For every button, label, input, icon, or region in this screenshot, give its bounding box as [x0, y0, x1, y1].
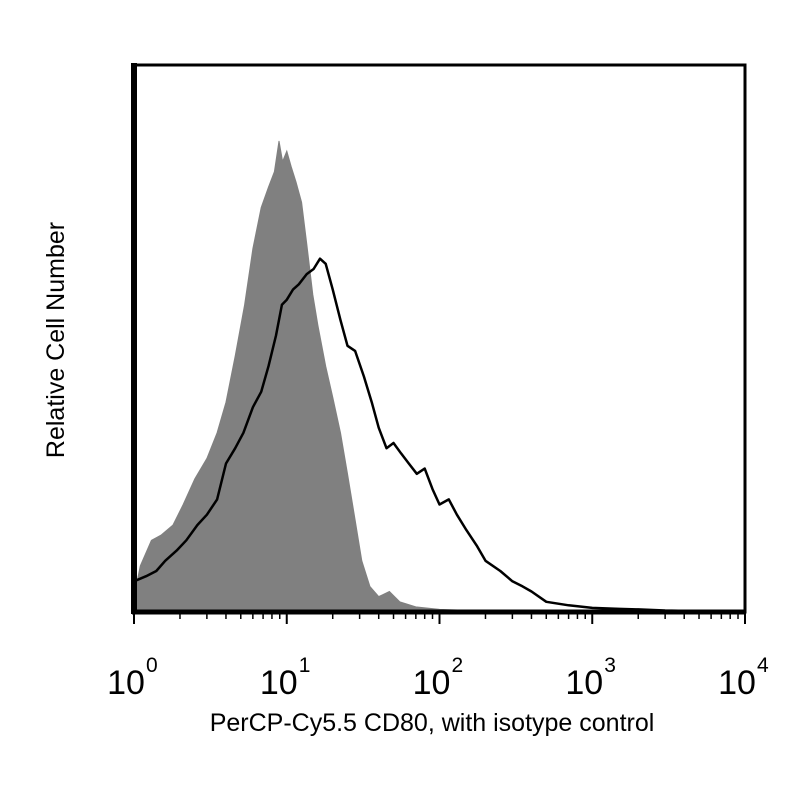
plot-series-group [133, 140, 746, 614]
x-tick-label-base: 10 [565, 664, 603, 702]
x-tick-label-exponent: 1 [299, 654, 311, 677]
x-tick-label-exponent: 4 [757, 654, 769, 677]
x-axis-tick-labels: 10 0 10 1 10 2 10 3 10 4 [107, 654, 769, 702]
x-tick-label-base: 10 [718, 664, 756, 702]
x-tick-label: 10 3 [565, 654, 616, 702]
x-axis-title: PerCP-Cy5.5 CD80, with isotype control [210, 709, 655, 737]
x-tick-label-base: 10 [260, 664, 298, 702]
x-tick-label: 10 4 [718, 654, 769, 702]
x-axis-ticks [133, 612, 746, 624]
x-tick-label: 10 0 [107, 654, 158, 702]
x-tick-label: 10 2 [413, 654, 464, 702]
x-tick-label-base: 10 [107, 664, 145, 702]
x-tick-label: 10 1 [260, 654, 311, 702]
y-axis-title: Relative Cell Number [42, 222, 70, 458]
cd80-histogram-line [133, 257, 746, 614]
x-tick-label-exponent: 3 [604, 654, 616, 677]
isotype-control-histogram [133, 140, 547, 613]
x-tick-label-exponent: 0 [146, 654, 158, 677]
x-tick-label-base: 10 [413, 664, 451, 702]
x-tick-label-exponent: 2 [452, 654, 464, 677]
